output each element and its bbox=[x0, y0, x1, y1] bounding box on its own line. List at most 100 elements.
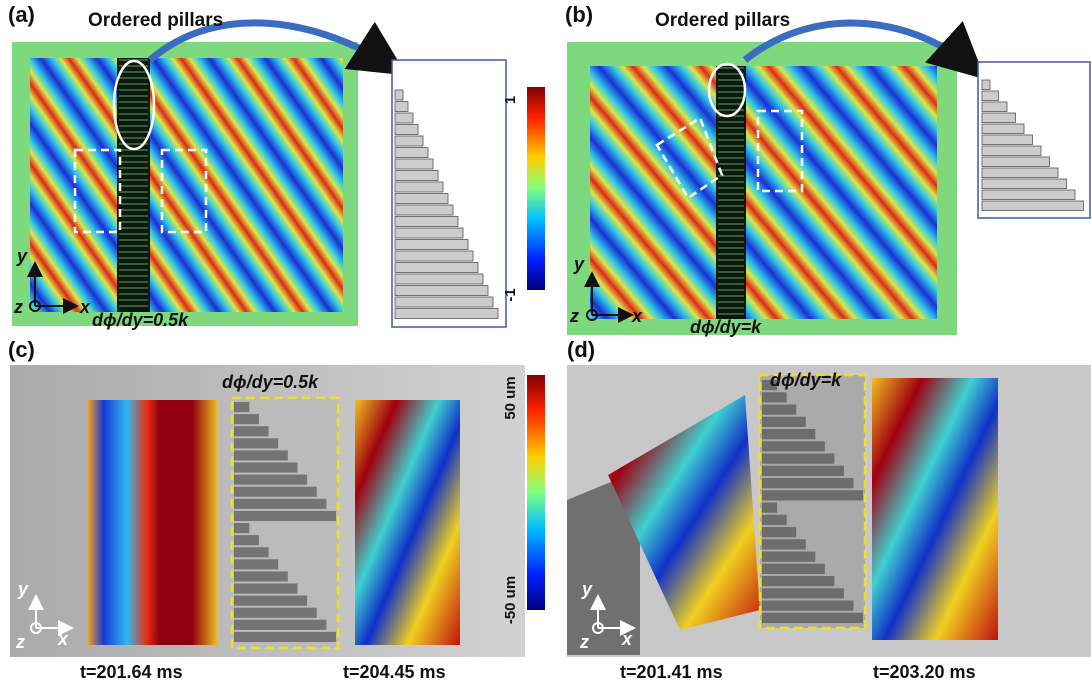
pillar-row bbox=[234, 620, 326, 630]
panel-label: (d) bbox=[567, 337, 595, 362]
panel-label: (a) bbox=[8, 2, 35, 27]
stair-row bbox=[395, 194, 448, 204]
time-label: t=204.45 ms bbox=[343, 662, 446, 682]
pillar-row bbox=[762, 588, 844, 598]
time-label: t=201.64 ms bbox=[80, 662, 183, 682]
pillar-row bbox=[234, 414, 259, 424]
pillar-row bbox=[234, 523, 249, 533]
panel-a: (a) Ordered pillars dϕ/dy=0.5k y z x bbox=[8, 2, 506, 330]
stair-row bbox=[395, 286, 488, 296]
pillar-row bbox=[762, 539, 806, 549]
stair-row bbox=[982, 113, 1016, 123]
panel-label: (b) bbox=[565, 2, 593, 27]
stair-row bbox=[982, 91, 999, 101]
pillar-row bbox=[762, 601, 853, 611]
pillar-row bbox=[234, 511, 336, 521]
axis-label: x bbox=[79, 297, 91, 317]
pillar-column bbox=[117, 58, 150, 312]
pillar-row bbox=[234, 487, 317, 497]
pillar-row bbox=[234, 608, 317, 618]
pillar-row bbox=[762, 392, 787, 402]
pillar-row bbox=[234, 463, 297, 473]
axis-label: x bbox=[621, 629, 633, 649]
pillar-row bbox=[762, 552, 815, 562]
panel-d: (d) dϕ/dy=k y z x t=201.41 ms t=203.20 m… bbox=[567, 337, 1091, 682]
axis-label: x bbox=[631, 306, 643, 326]
pillar-row bbox=[234, 547, 269, 557]
pillar-row bbox=[762, 527, 796, 537]
gradient-label: dϕ/dy=k bbox=[770, 370, 842, 390]
pillar-row bbox=[234, 450, 288, 460]
stair-row bbox=[395, 136, 423, 146]
stair-row bbox=[395, 125, 418, 135]
colorbar-min: -50 um bbox=[502, 576, 519, 624]
axis-label: z bbox=[15, 632, 25, 652]
panel-c: (c) dϕ/dy=0.5k y z x t=201.64 ms t=204.4… bbox=[8, 337, 525, 682]
stair-row bbox=[395, 102, 408, 112]
stair-row bbox=[395, 171, 438, 181]
pillar-row bbox=[234, 559, 278, 569]
panel-title: Ordered pillars bbox=[655, 10, 790, 31]
pillar-row bbox=[234, 426, 269, 436]
pillar-row bbox=[234, 402, 249, 412]
stair-row bbox=[395, 217, 458, 227]
axis-label: x bbox=[57, 629, 69, 649]
pillar-row bbox=[762, 503, 777, 513]
stair-row bbox=[982, 190, 1075, 200]
time-label: t=201.41 ms bbox=[620, 662, 723, 682]
panel-title: Ordered pillars bbox=[88, 10, 223, 31]
field bbox=[30, 58, 343, 312]
stair-row bbox=[395, 113, 413, 123]
stair-row bbox=[395, 240, 468, 250]
stair-row bbox=[395, 182, 443, 192]
stair-row bbox=[395, 90, 403, 100]
stair-row bbox=[982, 146, 1041, 156]
colorbar bbox=[527, 375, 545, 610]
stair-row bbox=[395, 309, 498, 319]
stair-row bbox=[982, 201, 1084, 211]
time-label: t=203.20 ms bbox=[873, 662, 976, 682]
stair-row bbox=[982, 124, 1024, 134]
stair-row bbox=[395, 159, 433, 169]
colorbar-max: 50 um bbox=[502, 376, 519, 419]
axis-label: z bbox=[569, 306, 579, 326]
pillar-row bbox=[234, 499, 326, 509]
colorbar-min: -1 bbox=[502, 288, 519, 301]
axis-label: y bbox=[581, 579, 593, 599]
colorbar bbox=[527, 87, 545, 290]
pillar-row bbox=[234, 596, 307, 606]
gradient-label: dϕ/dy=k bbox=[690, 317, 762, 337]
axis-label: y bbox=[16, 246, 28, 266]
pillar-row bbox=[762, 454, 834, 464]
pillar-row bbox=[762, 405, 796, 415]
axis-label: y bbox=[573, 254, 585, 274]
figure: (a) Ordered pillars dϕ/dy=0.5k y z x 1 -… bbox=[0, 0, 1091, 686]
pillar-row bbox=[762, 429, 815, 439]
gradient-label: dϕ/dy=0.5k bbox=[222, 372, 319, 392]
field bbox=[590, 66, 937, 319]
pillar-row bbox=[762, 478, 853, 488]
panel-b: (b) Ordered pillars dϕ/dy=k y z x bbox=[565, 2, 1090, 337]
pillar-row bbox=[762, 613, 863, 623]
axis-label: y bbox=[17, 579, 29, 599]
stair-row bbox=[395, 251, 473, 261]
pillar-row bbox=[234, 475, 307, 485]
pillar-row bbox=[762, 564, 825, 574]
gradient-label: dϕ/dy=0.5k bbox=[92, 310, 189, 330]
stair-row bbox=[982, 157, 1050, 167]
stair-row bbox=[982, 135, 1033, 145]
pillar-row bbox=[234, 438, 278, 448]
pillar-row bbox=[762, 466, 844, 476]
pillar-row bbox=[762, 515, 787, 525]
stair-row bbox=[982, 168, 1058, 178]
axis-label: z bbox=[13, 297, 23, 317]
pillar-row bbox=[234, 632, 336, 642]
stair-row bbox=[395, 228, 463, 238]
axis-label: z bbox=[579, 632, 589, 652]
colorbar-max: 1 bbox=[502, 96, 519, 104]
heatmap bbox=[88, 400, 218, 645]
pillar-row bbox=[234, 571, 288, 581]
stair-row bbox=[982, 179, 1067, 189]
pillar-row bbox=[762, 490, 863, 500]
pillar-row bbox=[234, 535, 259, 545]
